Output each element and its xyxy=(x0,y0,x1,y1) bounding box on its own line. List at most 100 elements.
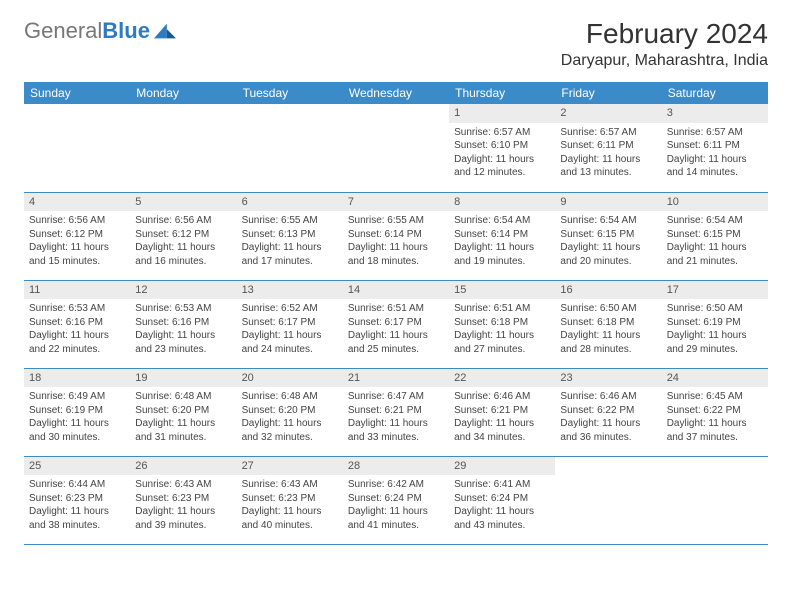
day-details: Sunrise: 6:46 AMSunset: 6:22 PMDaylight:… xyxy=(555,387,661,448)
day-number: 19 xyxy=(130,369,236,388)
day-details: Sunrise: 6:49 AMSunset: 6:19 PMDaylight:… xyxy=(24,387,130,448)
sunset-line: Sunset: 6:17 PM xyxy=(242,316,338,330)
sunset-line: Sunset: 6:21 PM xyxy=(454,404,550,418)
sunset-line: Sunset: 6:13 PM xyxy=(242,228,338,242)
weekday-header: Monday xyxy=(130,82,236,104)
day-cell: 19Sunrise: 6:48 AMSunset: 6:20 PMDayligh… xyxy=(130,368,236,456)
day-number: 3 xyxy=(662,104,768,123)
sunset-line: Sunset: 6:23 PM xyxy=(135,492,231,506)
day-number: 1 xyxy=(449,104,555,123)
weekday-header: Sunday xyxy=(24,82,130,104)
daylight-line: Daylight: 11 hours and 39 minutes. xyxy=(135,505,231,532)
day-details: Sunrise: 6:53 AMSunset: 6:16 PMDaylight:… xyxy=(130,299,236,360)
daylight-line: Daylight: 11 hours and 32 minutes. xyxy=(242,417,338,444)
empty-cell xyxy=(237,104,343,192)
sunrise-line: Sunrise: 6:44 AM xyxy=(29,478,125,492)
day-details: Sunrise: 6:45 AMSunset: 6:22 PMDaylight:… xyxy=(662,387,768,448)
sunset-line: Sunset: 6:23 PM xyxy=(29,492,125,506)
day-cell: 6Sunrise: 6:55 AMSunset: 6:13 PMDaylight… xyxy=(237,192,343,280)
day-details: Sunrise: 6:43 AMSunset: 6:23 PMDaylight:… xyxy=(237,475,343,536)
day-number: 20 xyxy=(237,369,343,388)
weekday-header: Wednesday xyxy=(343,82,449,104)
sunset-line: Sunset: 6:24 PM xyxy=(454,492,550,506)
day-details: Sunrise: 6:54 AMSunset: 6:14 PMDaylight:… xyxy=(449,211,555,272)
calendar-head: SundayMondayTuesdayWednesdayThursdayFrid… xyxy=(24,82,768,104)
sunrise-line: Sunrise: 6:50 AM xyxy=(560,302,656,316)
calendar-row: 1Sunrise: 6:57 AMSunset: 6:10 PMDaylight… xyxy=(24,104,768,192)
day-details: Sunrise: 6:57 AMSunset: 6:10 PMDaylight:… xyxy=(449,123,555,184)
sunrise-line: Sunrise: 6:43 AM xyxy=(242,478,338,492)
sunset-line: Sunset: 6:17 PM xyxy=(348,316,444,330)
sunrise-line: Sunrise: 6:52 AM xyxy=(242,302,338,316)
sunrise-line: Sunrise: 6:43 AM xyxy=(135,478,231,492)
daylight-line: Daylight: 11 hours and 22 minutes. xyxy=(29,329,125,356)
day-cell: 29Sunrise: 6:41 AMSunset: 6:24 PMDayligh… xyxy=(449,456,555,544)
day-number: 23 xyxy=(555,369,661,388)
day-cell: 27Sunrise: 6:43 AMSunset: 6:23 PMDayligh… xyxy=(237,456,343,544)
day-details: Sunrise: 6:48 AMSunset: 6:20 PMDaylight:… xyxy=(237,387,343,448)
day-details: Sunrise: 6:56 AMSunset: 6:12 PMDaylight:… xyxy=(130,211,236,272)
sunset-line: Sunset: 6:23 PM xyxy=(242,492,338,506)
sunset-line: Sunset: 6:21 PM xyxy=(348,404,444,418)
day-cell: 14Sunrise: 6:51 AMSunset: 6:17 PMDayligh… xyxy=(343,280,449,368)
day-number: 13 xyxy=(237,281,343,300)
day-cell: 10Sunrise: 6:54 AMSunset: 6:15 PMDayligh… xyxy=(662,192,768,280)
sunset-line: Sunset: 6:19 PM xyxy=(667,316,763,330)
day-number: 8 xyxy=(449,193,555,212)
sunset-line: Sunset: 6:20 PM xyxy=(135,404,231,418)
weekday-header: Thursday xyxy=(449,82,555,104)
sunrise-line: Sunrise: 6:57 AM xyxy=(454,126,550,140)
daylight-line: Daylight: 11 hours and 27 minutes. xyxy=(454,329,550,356)
day-number: 28 xyxy=(343,457,449,476)
day-number: 9 xyxy=(555,193,661,212)
day-cell: 23Sunrise: 6:46 AMSunset: 6:22 PMDayligh… xyxy=(555,368,661,456)
daylight-line: Daylight: 11 hours and 40 minutes. xyxy=(242,505,338,532)
logo-text: GeneralBlue xyxy=(24,18,150,44)
day-details: Sunrise: 6:41 AMSunset: 6:24 PMDaylight:… xyxy=(449,475,555,536)
day-details: Sunrise: 6:57 AMSunset: 6:11 PMDaylight:… xyxy=(555,123,661,184)
day-details: Sunrise: 6:55 AMSunset: 6:13 PMDaylight:… xyxy=(237,211,343,272)
logo-general: General xyxy=(24,18,102,43)
day-number: 16 xyxy=(555,281,661,300)
empty-cell xyxy=(555,456,661,544)
sunrise-line: Sunrise: 6:54 AM xyxy=(560,214,656,228)
day-cell: 15Sunrise: 6:51 AMSunset: 6:18 PMDayligh… xyxy=(449,280,555,368)
day-details: Sunrise: 6:50 AMSunset: 6:18 PMDaylight:… xyxy=(555,299,661,360)
day-cell: 28Sunrise: 6:42 AMSunset: 6:24 PMDayligh… xyxy=(343,456,449,544)
day-details: Sunrise: 6:46 AMSunset: 6:21 PMDaylight:… xyxy=(449,387,555,448)
day-number: 4 xyxy=(24,193,130,212)
day-cell: 24Sunrise: 6:45 AMSunset: 6:22 PMDayligh… xyxy=(662,368,768,456)
sunrise-line: Sunrise: 6:41 AM xyxy=(454,478,550,492)
daylight-line: Daylight: 11 hours and 21 minutes. xyxy=(667,241,763,268)
sunset-line: Sunset: 6:15 PM xyxy=(560,228,656,242)
sunrise-line: Sunrise: 6:45 AM xyxy=(667,390,763,404)
day-number: 27 xyxy=(237,457,343,476)
day-cell: 11Sunrise: 6:53 AMSunset: 6:16 PMDayligh… xyxy=(24,280,130,368)
sunrise-line: Sunrise: 6:54 AM xyxy=(454,214,550,228)
day-details: Sunrise: 6:48 AMSunset: 6:20 PMDaylight:… xyxy=(130,387,236,448)
sunrise-line: Sunrise: 6:55 AM xyxy=(242,214,338,228)
daylight-line: Daylight: 11 hours and 34 minutes. xyxy=(454,417,550,444)
daylight-line: Daylight: 11 hours and 25 minutes. xyxy=(348,329,444,356)
calendar-row: 18Sunrise: 6:49 AMSunset: 6:19 PMDayligh… xyxy=(24,368,768,456)
empty-cell xyxy=(130,104,236,192)
calendar-table: SundayMondayTuesdayWednesdayThursdayFrid… xyxy=(24,82,768,545)
day-number: 25 xyxy=(24,457,130,476)
weekday-header: Friday xyxy=(555,82,661,104)
sunrise-line: Sunrise: 6:49 AM xyxy=(29,390,125,404)
sunset-line: Sunset: 6:11 PM xyxy=(667,139,763,153)
day-number: 18 xyxy=(24,369,130,388)
day-number: 12 xyxy=(130,281,236,300)
sunrise-line: Sunrise: 6:57 AM xyxy=(560,126,656,140)
header: GeneralBlue February 2024 Daryapur, Maha… xyxy=(24,18,768,70)
sunset-line: Sunset: 6:16 PM xyxy=(29,316,125,330)
sunrise-line: Sunrise: 6:54 AM xyxy=(667,214,763,228)
day-number: 6 xyxy=(237,193,343,212)
daylight-line: Daylight: 11 hours and 18 minutes. xyxy=(348,241,444,268)
month-title: February 2024 xyxy=(561,18,768,50)
sunrise-line: Sunrise: 6:46 AM xyxy=(454,390,550,404)
day-number: 22 xyxy=(449,369,555,388)
day-details: Sunrise: 6:47 AMSunset: 6:21 PMDaylight:… xyxy=(343,387,449,448)
sunrise-line: Sunrise: 6:55 AM xyxy=(348,214,444,228)
day-details: Sunrise: 6:51 AMSunset: 6:18 PMDaylight:… xyxy=(449,299,555,360)
